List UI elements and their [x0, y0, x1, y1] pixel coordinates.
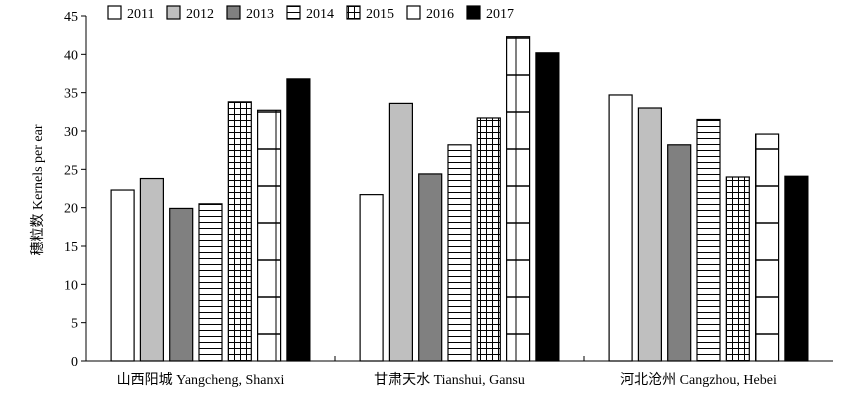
- bar-2013-2: [418, 173, 443, 362]
- bar-2014-2: [447, 144, 472, 362]
- legend-swatch-2016: [406, 5, 421, 20]
- y-tick-label: 35: [64, 87, 78, 102]
- legend-swatch-2014: [286, 5, 301, 20]
- legend-swatch-2013: [226, 5, 241, 20]
- bar-2011-1: [110, 189, 135, 362]
- x-tick-label: 河北沧州 Cangzhou, Hebei: [620, 371, 777, 388]
- bar-2014-3: [696, 118, 721, 362]
- y-tick-label: 30: [64, 125, 78, 140]
- legend-label-2011: 2011: [127, 7, 154, 22]
- bar-2016-3: [754, 133, 780, 362]
- bar-2017-1: [286, 78, 311, 362]
- y-tick-label: 25: [64, 163, 78, 178]
- bars: [110, 36, 809, 362]
- legend-label-2017: 2017: [486, 7, 514, 22]
- legend-swatch-2012: [166, 5, 181, 20]
- bar-2016-1: [257, 109, 282, 362]
- legend-swatch-2011: [107, 5, 122, 20]
- bar-2015-3: [725, 176, 750, 362]
- x-tick-label: 甘肃天水 Tianshui, Gansu: [374, 372, 525, 388]
- legend-label-2016: 2016: [426, 7, 454, 22]
- y-tick-label: 45: [64, 10, 78, 25]
- legend-label-2015: 2015: [366, 7, 394, 22]
- x-tick-label: 山西阳城 Yangcheng, Shanxi: [117, 372, 285, 388]
- bar-2012-3: [637, 107, 663, 362]
- legend-label-2014: 2014: [306, 7, 334, 22]
- y-axis-title: 穗粒数 Kernels per ear: [30, 124, 46, 255]
- bar-2013-1: [169, 207, 194, 362]
- y-tick-label: 20: [64, 202, 78, 217]
- bar-2017-2: [535, 52, 560, 362]
- legend-label-2012: 2012: [186, 7, 214, 22]
- bar-2017-3: [784, 175, 809, 362]
- y-tick-label: 10: [64, 278, 78, 293]
- axes: 0 5 10 15 20 25 30 35 40 45 山西阳城 Yangcheng, Shanxi…: [64, 10, 833, 388]
- bar-2011-2: [359, 194, 384, 362]
- legend-swatch-2017: [466, 5, 481, 20]
- legend: 2011 2012 2013 2014 2015 2016 2017: [107, 5, 514, 22]
- bar-2015-2: [476, 117, 501, 362]
- bar-2015-1: [227, 101, 252, 362]
- bar-2011-3: [608, 94, 633, 362]
- bar-2012-2: [388, 102, 413, 362]
- bar-2016-2: [506, 36, 531, 362]
- bar-2014-1: [198, 203, 223, 362]
- legend-swatch-2015: [346, 5, 361, 20]
- bar-2013-3: [667, 144, 692, 362]
- y-tick-label: 40: [64, 48, 78, 63]
- legend-label-2013: 2013: [246, 7, 274, 22]
- y-tick-label: 5: [71, 317, 78, 332]
- y-tick-label: 0: [71, 355, 78, 370]
- bar-2012-1: [139, 177, 164, 362]
- y-tick-label: 15: [64, 240, 78, 255]
